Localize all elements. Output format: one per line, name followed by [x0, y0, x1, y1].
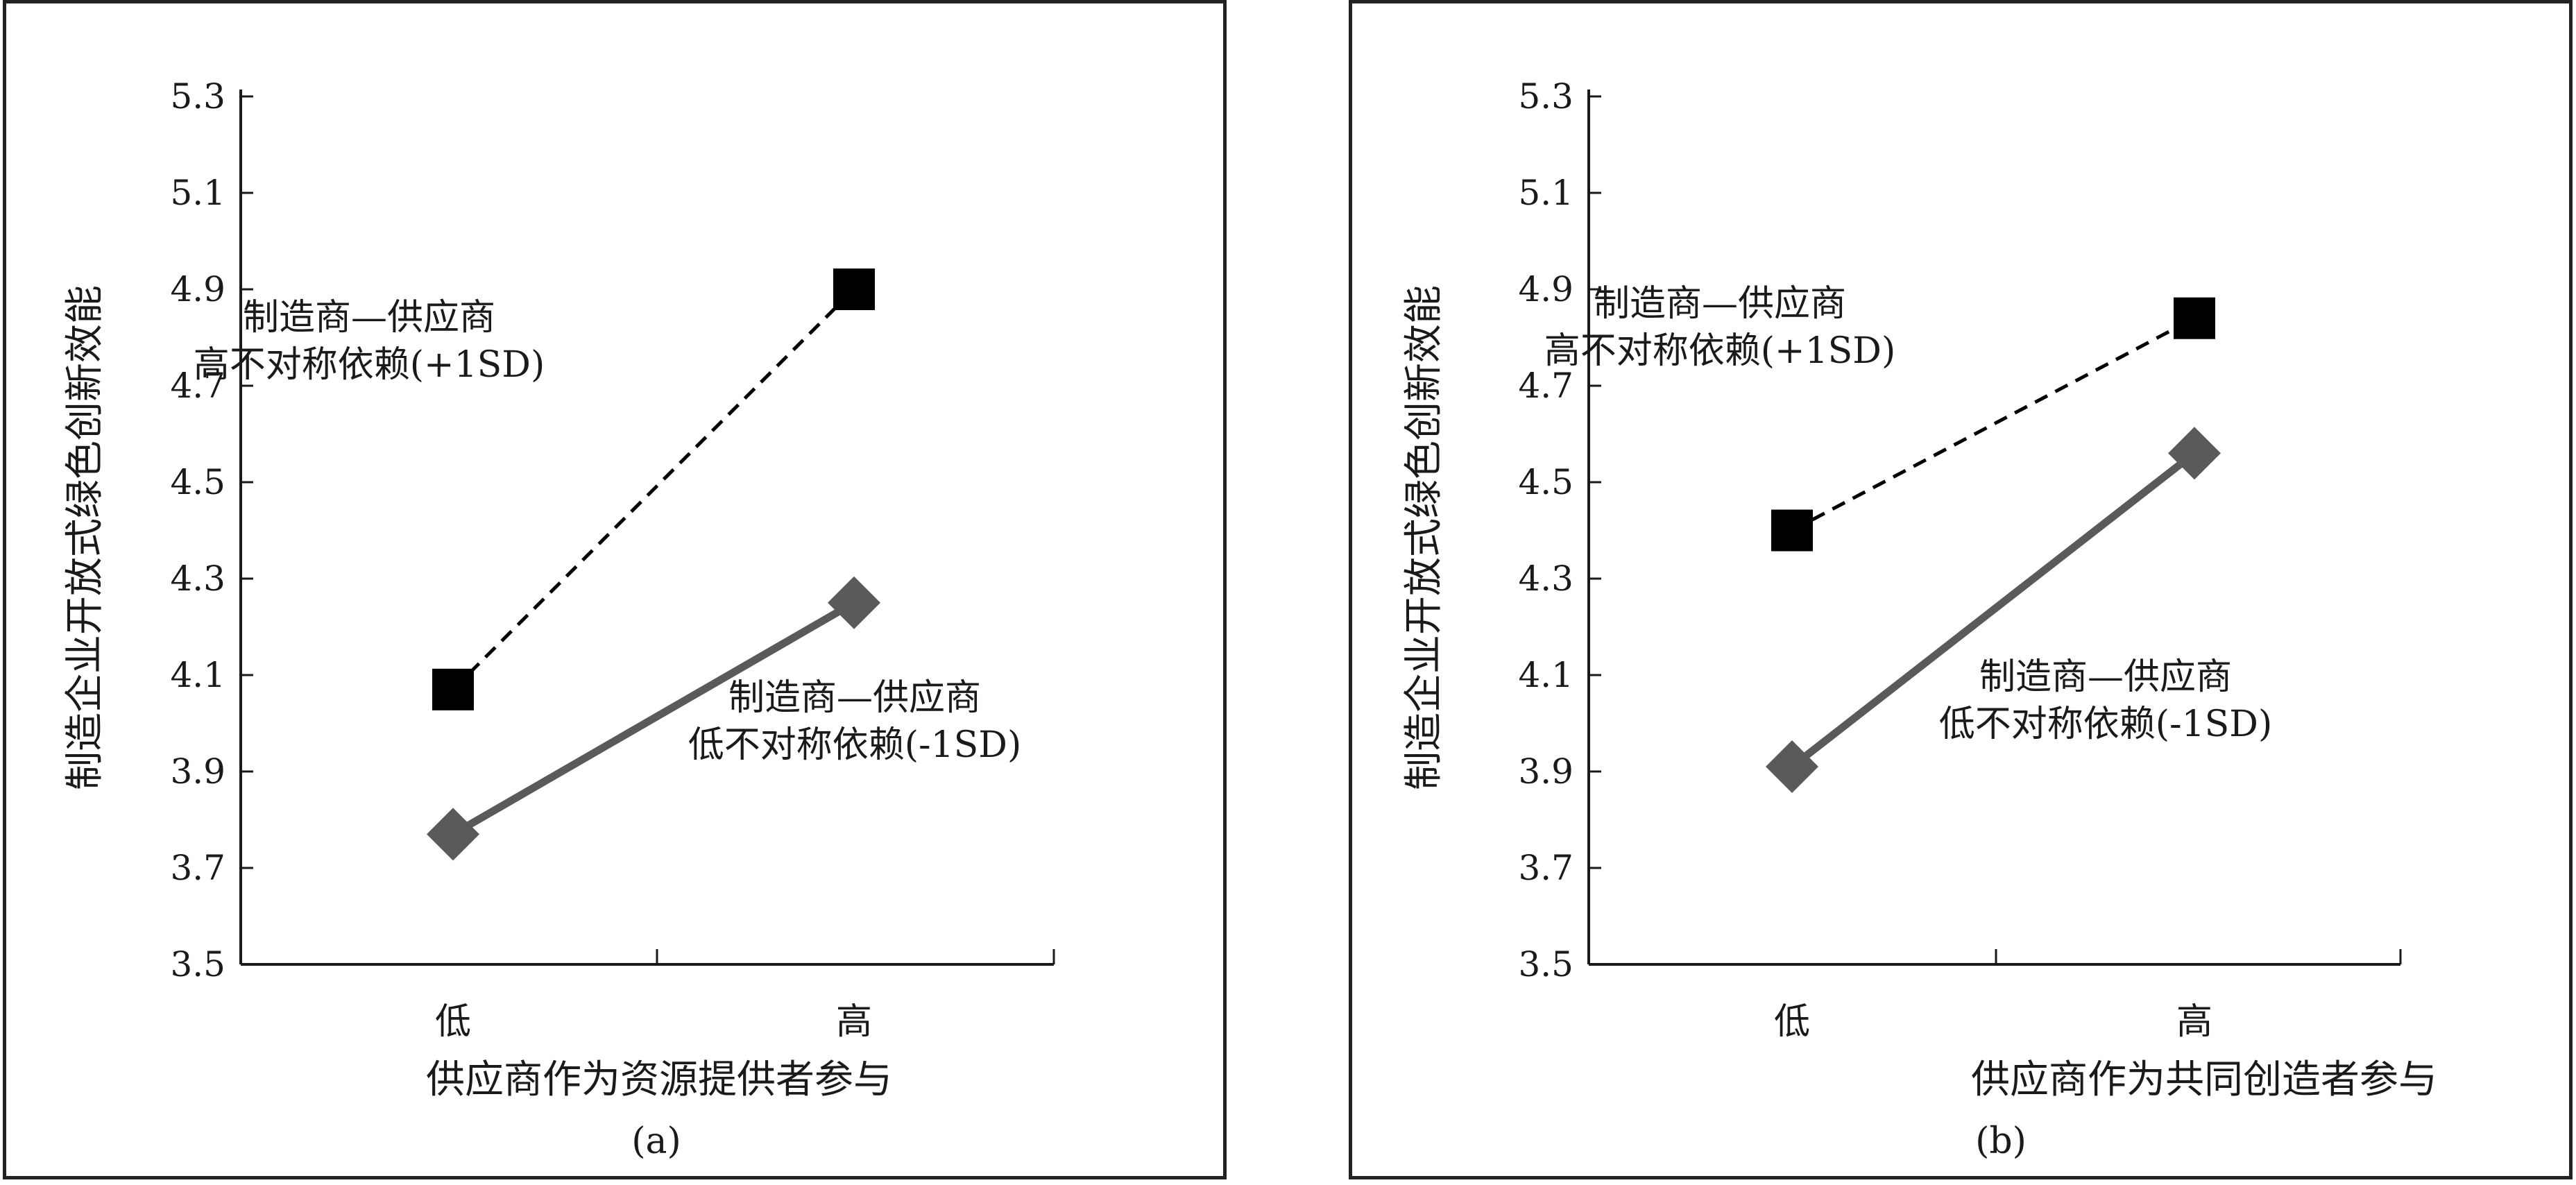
chart-a-ytick-label: 4.5	[170, 462, 225, 502]
chart-a-ytick-label: 5.1	[170, 173, 225, 213]
chart-a-ytick-label: 4.3	[170, 559, 225, 599]
chart-a-ytick-label: 4.9	[170, 269, 225, 309]
chart-b-ytick-label: 3.5	[1518, 944, 1573, 984]
chart-b-category-label: 低	[1774, 1001, 1810, 1043]
chart-a-series-annotation: 高不对称依赖(+1SD)	[194, 344, 545, 386]
chart-b-square-marker	[1771, 509, 1813, 552]
chart-a-series-low-line	[451, 599, 856, 838]
chart-a-series-annotation: 制造商—供应商	[728, 677, 981, 719]
chart-b-svg: 3.53.73.94.14.34.54.74.95.15.3 低高 制造商—供应…	[1401, 76, 2437, 1162]
chart-b-series-annotation: 制造商—供应商	[1594, 283, 1846, 325]
chart-a-ytick-label: 3.5	[170, 944, 225, 984]
chart-b-ytick-label: 4.1	[1518, 655, 1573, 695]
chart-b-series-low-line	[1789, 450, 2197, 770]
chart-a-diamond-marker	[427, 808, 479, 861]
chart-a-xticks: 低高	[435, 949, 1055, 1043]
chart-a-square-marker	[432, 668, 474, 710]
chart-a-diamond-marker	[828, 576, 880, 629]
chart-b-ytick-label: 3.9	[1518, 751, 1573, 792]
chart-a-series-annotation: 制造商—供应商	[243, 297, 495, 339]
chart-b-series-annotation: 高不对称依赖(+1SD)	[1544, 330, 1896, 372]
chart-b-ylabel: 制造企业开放式绿色创新效能	[1401, 285, 1447, 790]
chart-a-yticks: 3.5 3.7 3.9 4.1 4.3 4.5 4.7 4.9 5.1 5.3	[170, 76, 253, 984]
chart-panel-b: 3.5 3.7 3.9 4.1 4.3 4.5 4.7 4.9 5.1 5.3 低高 制造商—供应…	[1349, 0, 2573, 1179]
chart-b-xticks: 低高	[1774, 949, 2402, 1043]
chart-a-category-label: 高	[836, 1001, 872, 1043]
chart-a-axes	[239, 89, 1054, 966]
chart-b-diamond-marker	[2168, 427, 2221, 480]
chart-b-ytick-label: 3.7	[1518, 848, 1573, 888]
chart-b-panel-label: (b)	[1975, 1120, 2027, 1162]
chart-panel-a: 3.5 3.7 3.9 4.1 4.3 4.5 4.7 4.9 5.1 5.3 低高 制造商—供应…	[3, 0, 1227, 1179]
chart-b-square-marker	[2174, 297, 2215, 339]
chart-b-yticks: 3.5 3.7 3.9 4.1 4.3 4.5 4.7 4.9 5.1 5.3	[1518, 76, 1601, 984]
chart-a-ylabel: 制造企业开放式绿色创新效能	[62, 285, 108, 790]
chart-a-ytick-label: 3.9	[170, 751, 225, 792]
chart-a-panel-label: (a)	[631, 1120, 681, 1162]
chart-b-ytick-label: 4.5	[1518, 462, 1573, 502]
chart-b-ytick-label: 4.9	[1518, 269, 1573, 309]
chart-a-series-annotation: 低不对称依赖(-1SD)	[688, 724, 1022, 766]
chart-a-xlabel: 供应商作为资源提供者参与	[426, 1057, 892, 1102]
chart-a-ytick-label: 4.7	[170, 366, 225, 406]
chart-b-category-label: 高	[2176, 1001, 2212, 1043]
chart-a-square-marker	[833, 268, 875, 310]
chart-a-series-high-line	[452, 288, 855, 691]
chart-a-svg: 3.53.73.94.14.34.54.74.95.15.3 低高 制造商—供应…	[62, 76, 1055, 1162]
chart-a-ytick-label: 3.7	[170, 848, 225, 888]
chart-b-ytick-label: 4.3	[1518, 559, 1573, 599]
chart-b-diamond-marker	[1766, 740, 1818, 794]
chart-a-series	[427, 268, 880, 861]
chart-b-xlabel: 供应商作为共同创造者参与	[1971, 1057, 2437, 1102]
chart-b-ytick-label: 5.1	[1518, 173, 1573, 213]
chart-b-ytick-label: 5.3	[1518, 76, 1573, 117]
chart-b-axes	[1587, 89, 2400, 966]
chart-a-ytick-label: 5.3	[170, 76, 225, 117]
chart-b-series-annotation: 制造商—供应商	[1979, 656, 2232, 698]
chart-b-series-high-line	[1791, 316, 2196, 532]
chart-b-series-annotation: 低不对称依赖(-1SD)	[1939, 704, 2273, 745]
chart-b-series	[1766, 297, 2221, 794]
chart-a-ytick-label: 4.1	[170, 655, 225, 695]
chart-b-ytick-label: 4.7	[1518, 366, 1573, 406]
chart-a-category-label: 低	[435, 1001, 471, 1043]
